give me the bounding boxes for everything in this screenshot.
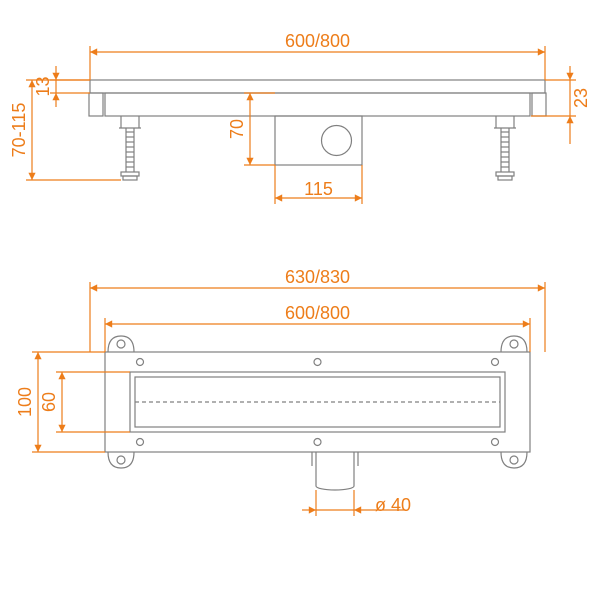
svg-text:115: 115 [304, 179, 333, 199]
svg-text:70: 70 [227, 119, 247, 139]
svg-text:100: 100 [15, 387, 35, 417]
svg-text:630/830: 630/830 [285, 267, 350, 287]
svg-text:ø 40: ø 40 [375, 495, 411, 515]
svg-text:23: 23 [571, 88, 591, 108]
svg-text:60: 60 [39, 392, 59, 412]
svg-text:600/800: 600/800 [285, 31, 350, 51]
svg-text:70-115: 70-115 [9, 103, 29, 158]
dimension-drawing: 600/8001370-1152370115630/830600/8006010… [0, 0, 600, 600]
svg-text:600/800: 600/800 [285, 303, 350, 323]
